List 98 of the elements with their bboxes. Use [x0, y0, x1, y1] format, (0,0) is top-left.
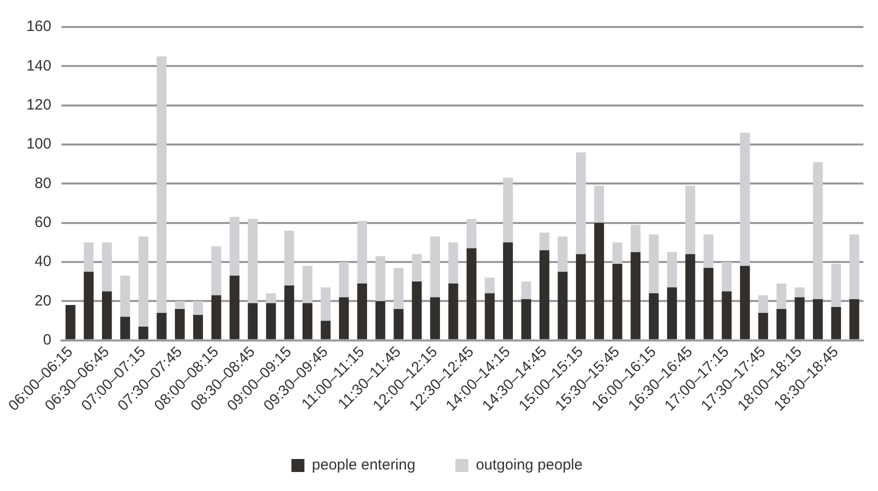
bar — [812, 299, 823, 340]
bar — [320, 287, 331, 321]
bar — [484, 278, 495, 294]
bar — [248, 218, 258, 304]
bar — [849, 234, 860, 300]
bar — [102, 291, 112, 340]
bar — [302, 303, 312, 340]
bar — [266, 303, 276, 340]
bar — [558, 236, 568, 272]
legend-label: outgoing people — [476, 456, 583, 474]
bar — [120, 276, 130, 317]
bar — [375, 301, 386, 340]
bar — [758, 295, 768, 313]
bar — [722, 291, 732, 340]
bar — [831, 307, 842, 340]
bar — [466, 218, 476, 248]
bar — [211, 295, 222, 340]
bar — [612, 264, 622, 340]
bar — [156, 56, 167, 313]
y-tick-label: 40 — [34, 253, 52, 270]
bar — [230, 216, 240, 276]
bar — [722, 262, 732, 292]
bar — [794, 297, 805, 340]
y-tick-label: 80 — [34, 174, 52, 192]
bar — [448, 242, 458, 284]
y-tick-label: 140 — [26, 57, 52, 74]
bar — [66, 305, 76, 340]
bar — [503, 242, 513, 340]
bar — [776, 308, 786, 340]
bar — [794, 287, 805, 298]
bar — [357, 284, 368, 340]
bar — [667, 287, 677, 340]
bar — [394, 268, 404, 309]
bar — [466, 248, 476, 340]
bar — [558, 272, 568, 340]
bar — [612, 242, 622, 264]
y-tick-label: 0 — [43, 331, 52, 348]
bar — [667, 252, 677, 288]
bar — [193, 314, 203, 340]
bar — [849, 299, 860, 340]
bar — [521, 299, 532, 340]
bar — [740, 266, 750, 340]
bar — [357, 220, 368, 284]
bar — [630, 224, 640, 252]
bar — [812, 162, 823, 300]
bar — [484, 293, 495, 340]
bar — [84, 272, 94, 340]
bar — [648, 234, 659, 294]
bar — [704, 234, 714, 268]
bar — [138, 236, 148, 327]
bar — [338, 297, 349, 340]
bar — [120, 316, 130, 340]
bar — [630, 252, 640, 340]
bar — [704, 268, 714, 340]
bar — [84, 242, 94, 272]
bar — [211, 246, 222, 296]
bar — [412, 254, 422, 282]
bar — [138, 326, 148, 340]
bar — [412, 282, 422, 340]
bar — [320, 320, 331, 340]
bar — [230, 276, 240, 340]
y-tick-label: 60 — [34, 214, 52, 231]
bar — [338, 262, 349, 298]
bar — [193, 301, 203, 315]
bar — [594, 186, 604, 223]
bar — [685, 254, 696, 340]
bar — [594, 222, 604, 340]
bar — [156, 312, 167, 340]
bar — [758, 312, 768, 340]
bar — [448, 284, 458, 340]
bar — [430, 297, 440, 340]
legend-label: people entering — [312, 456, 416, 474]
bar — [648, 293, 659, 340]
y-tick-label: 120 — [26, 96, 52, 114]
y-tick-label: 20 — [34, 292, 52, 310]
bar — [248, 303, 258, 340]
bar — [284, 285, 294, 340]
bar — [576, 152, 586, 254]
y-tick-label: 160 — [26, 18, 52, 36]
bar — [740, 132, 750, 266]
bar — [503, 178, 513, 242]
bar — [831, 264, 842, 307]
bar — [102, 242, 112, 292]
bar — [174, 308, 185, 340]
bar — [174, 301, 185, 309]
bar — [685, 186, 696, 254]
bar — [266, 293, 276, 304]
bar — [284, 230, 294, 286]
bar — [776, 284, 786, 309]
bar — [540, 250, 550, 340]
bar — [430, 236, 440, 298]
bar — [302, 266, 312, 304]
bar — [375, 256, 386, 302]
bar — [394, 308, 404, 340]
bar — [576, 254, 586, 340]
y-tick-label: 100 — [26, 136, 52, 153]
bar — [540, 232, 550, 250]
bar — [521, 282, 532, 300]
